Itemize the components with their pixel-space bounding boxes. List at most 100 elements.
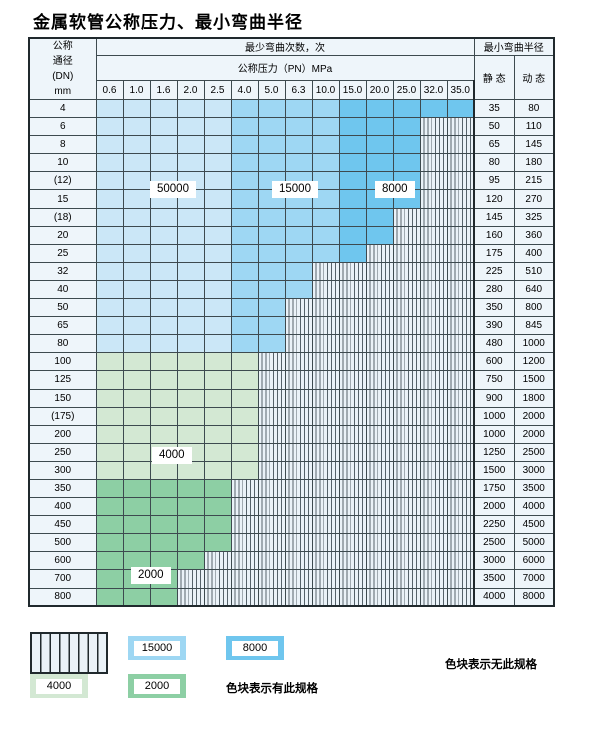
spec-cell-empty [311,424,340,444]
pressure-col-header: 10.0 [311,80,340,100]
spec-cell-filled [230,460,259,480]
pressure-col-header: 35.0 [446,80,475,100]
spec-cell-filled [176,243,205,263]
spec-cell-filled [176,153,205,173]
spec-cell-empty [419,243,448,263]
spec-cell-empty [365,497,394,517]
spec-cell-empty [365,316,394,336]
static-radius-value: 350 [473,298,515,318]
spec-cell-filled [203,189,232,209]
dynamic-radius-value: 7000 [513,569,555,589]
static-radius-value: 600 [473,352,515,372]
spec-cell-filled [176,460,205,480]
spec-cell-empty [365,388,394,408]
spec-cell-filled [149,117,178,137]
spec-cell-filled [230,442,259,462]
spec-cell-empty [338,515,367,535]
spec-cell-empty [446,225,475,245]
spec-cell-filled [203,424,232,444]
spec-cell-empty [446,261,475,281]
spec-cell-filled [122,207,151,227]
spec-cell-filled [203,442,232,462]
spec-cell-empty [338,569,367,589]
dn-value: 150 [28,388,97,408]
spec-cell-empty [419,497,448,517]
dn-value: 4 [28,98,97,119]
dn-header-line-2: 通径 [52,56,73,67]
spec-cell-filled [392,135,421,155]
spec-cell-filled [338,153,367,173]
spec-cell-filled [149,261,178,281]
spec-cell-filled [149,225,178,245]
static-radius-value: 1250 [473,442,515,462]
table-row: 300 1500 3000 [28,460,555,480]
spec-cell-empty [230,551,259,571]
spec-cell-empty [419,442,448,462]
spec-cell-filled [203,406,232,426]
spec-cell-empty [284,388,313,408]
spec-cell-filled [230,189,259,209]
spec-cell-empty [284,569,313,589]
static-radius-value: 65 [473,135,515,155]
spec-cell-filled [176,388,205,408]
spec-cell-empty [311,587,340,608]
legend-chip-label: 15000 [134,640,180,656]
table-header: 公称 通径 (DN) mm 最少弯曲次数，次 最小弯曲半径 公称压力（PN）MP… [28,37,555,100]
spec-cell-empty [365,334,394,354]
spec-cell-filled [230,370,259,390]
spec-cell-empty [365,406,394,426]
dynamic-radius-value: 360 [513,225,555,245]
spec-cell-empty [230,533,259,553]
static-radius-value: 80 [473,153,515,173]
spec-cell-empty [446,406,475,426]
spec-cell-empty [446,207,475,227]
spec-cell-empty [392,225,421,245]
spec-cell-filled [257,298,286,318]
spec-cell-filled [230,135,259,155]
table-row: 400 2000 4000 [28,497,555,517]
spec-cell-empty [392,207,421,227]
spec-cell-empty [419,587,448,608]
spec-cell-filled [95,243,124,263]
legend-chip: 4000 [30,674,88,698]
spec-cell-empty [257,478,286,499]
spec-cell-filled [338,243,367,263]
value-label: 50000 [150,181,196,198]
spec-cell-empty [311,298,340,318]
spec-cell-empty [257,388,286,408]
table-row: (18) 145 325 [28,207,555,227]
spec-cell-empty [419,406,448,426]
spec-cell-empty [203,587,232,608]
spec-cell-filled [203,225,232,245]
spec-cell-empty [311,533,340,553]
spec-cell-empty [446,587,475,608]
spec-cell-filled [95,388,124,408]
spec-cell-filled [311,207,340,227]
spec-cell-empty [365,424,394,444]
spec-cell-empty [419,189,448,209]
spec-cell-filled [203,279,232,300]
spec-cell-filled [203,171,232,191]
spec-cell-empty [392,442,421,462]
spec-cell-empty [419,171,448,191]
spec-cell-filled [95,497,124,517]
dn-value: (175) [28,406,97,426]
spec-cell-empty [257,551,286,571]
static-radius-value: 750 [473,370,515,390]
spec-cell-empty [311,316,340,336]
spec-cell-empty [446,117,475,137]
dynamic-radius-value: 110 [513,117,555,137]
spec-cell-empty [446,569,475,589]
spec-cell-filled [149,406,178,426]
spec-cell-empty [311,261,340,281]
dn-value: 700 [28,569,97,589]
spec-cell-filled [338,135,367,155]
spec-cell-empty [365,587,394,608]
spec-cell-filled [203,261,232,281]
dynamic-radius-value: 2500 [513,442,555,462]
spec-cell-filled [230,406,259,426]
spec-cell-empty [338,442,367,462]
dn-value: 80 [28,334,97,354]
spec-cell-empty [392,533,421,553]
spec-cell-filled [95,533,124,553]
